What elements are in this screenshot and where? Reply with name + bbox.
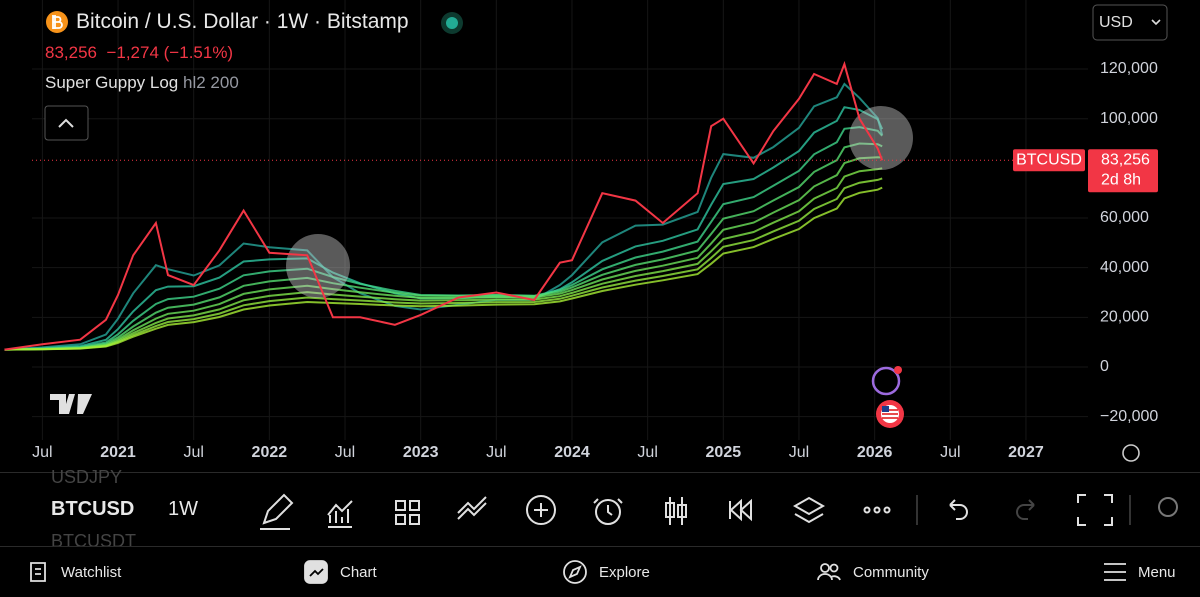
currency: USD [1099, 14, 1133, 31]
nav-explore[interactable]: Explore [599, 547, 650, 597]
prev-symbol[interactable]: USDJPY [51, 467, 123, 487]
guppy-line [4, 186, 883, 351]
x-tick-label: Jul [32, 444, 52, 461]
x-tick-label: 2021 [100, 444, 136, 461]
tool-icons [260, 493, 1178, 530]
x-tick-label: Jul [940, 444, 960, 461]
flag-canton [882, 406, 889, 412]
y-tick-label: 0 [1100, 358, 1109, 375]
y-tick-label: 60,000 [1100, 209, 1149, 226]
symbol[interactable]: BTCUSD [51, 498, 135, 520]
nav-label: Community [853, 563, 929, 581]
guppy-line [4, 142, 883, 351]
indicator-params: hl2 200 [183, 73, 239, 92]
x-tick-label: 2023 [403, 444, 439, 461]
highlight-circle [286, 234, 350, 298]
x-tick-label: 2026 [857, 444, 893, 461]
guppy-line [4, 106, 884, 351]
chevron-icon [58, 118, 74, 128]
price-tag-label: 83,256 [1101, 151, 1150, 168]
chart: USD 120,000 100,000 60,000 40,000 20,000 0 −20… [4, 0, 1168, 462]
last-price: 83,256 [45, 43, 97, 62]
highlight-circle [849, 106, 913, 170]
draw-icon[interactable] [260, 493, 294, 530]
x-tick-label: Jul [486, 444, 506, 461]
y-tick-label: 120,000 [1100, 60, 1158, 77]
ideas-icon[interactable] [1158, 497, 1178, 517]
y-tick-label: −20,000 [1100, 408, 1158, 425]
ai-icon[interactable] [871, 366, 901, 396]
guppy-line [4, 167, 883, 351]
redo-icon [1016, 499, 1035, 520]
nav-watchlist[interactable]: Watchlist [61, 547, 121, 597]
x-tick-label: Jul [789, 444, 809, 461]
symbol-tag-label: BTCUSD [1016, 151, 1082, 168]
market-status [446, 17, 458, 29]
x-tick-label: 2025 [706, 444, 742, 461]
y-tick-label: 40,000 [1100, 259, 1149, 276]
indicators-icon[interactable] [327, 500, 353, 528]
x-tick-label: Jul [637, 444, 657, 461]
symbol-tag [1013, 149, 1085, 172]
quote: 83,256 −1,274 (−1.51%) [45, 43, 233, 63]
add-icon[interactable] [526, 495, 556, 525]
fullscreen-icon[interactable] [1077, 494, 1113, 526]
toolbar: USDJPY BTCUSD 1W BTCUSDT [0, 467, 1200, 551]
x-tick-label: 2022 [252, 444, 288, 461]
bitcoin-glyph [52, 15, 63, 29]
settings-icon[interactable] [1122, 444, 1140, 462]
alert-icon[interactable] [595, 499, 621, 525]
replay-icon[interactable] [729, 498, 752, 522]
watchlist-icon [30, 562, 46, 582]
indicator-legend: Super Guppy Log hl2 200 [45, 73, 239, 93]
countdown: 2d 8h [1101, 171, 1141, 188]
nav-label: Explore [599, 563, 650, 581]
compare-icon[interactable] [457, 496, 487, 520]
y-tick-label: 100,000 [1100, 110, 1158, 127]
nav-label: Chart [340, 563, 377, 581]
nav-community[interactable]: Community [853, 547, 929, 597]
x-tick-label: 2024 [554, 444, 590, 461]
nav-menu[interactable]: Menu [1138, 547, 1176, 597]
currency-select[interactable] [1092, 4, 1168, 41]
tradingview-logo [50, 394, 92, 414]
price-line [4, 60, 884, 351]
price-change: −1,274 (−1.51%) [106, 43, 234, 62]
interval[interactable]: 1W [168, 498, 198, 520]
price-tag [1088, 149, 1158, 193]
guppy-line [4, 156, 883, 351]
nav-chart[interactable]: Chart [340, 547, 377, 597]
collapse-button[interactable] [44, 105, 89, 141]
x-tick-label: Jul [183, 444, 203, 461]
undo-icon[interactable] [949, 499, 968, 520]
bottom-nav: Watchlist Chart Explore Community Menu [0, 546, 1200, 597]
nav-label: Watchlist [61, 563, 122, 581]
guppy-line [4, 177, 883, 351]
x-tick-label: Jul [335, 444, 355, 461]
nav-label: Menu [1138, 563, 1176, 581]
indicator-name: Super Guppy Log [45, 73, 179, 92]
community-icon [820, 563, 830, 573]
y-tick-label: 20,000 [1100, 309, 1149, 326]
layers-icon[interactable] [792, 496, 826, 524]
explore-icon [563, 560, 587, 584]
layout-icon[interactable] [395, 500, 420, 525]
nav-icons [30, 560, 1126, 584]
symbol-title: Bitcoin / U.S. Dollar · 1W · Bitstamp [76, 10, 409, 33]
dropdown-icon [1151, 19, 1161, 26]
x-tick-label: 2027 [1008, 444, 1044, 461]
candles-icon[interactable] [665, 497, 687, 525]
menu-icon [1104, 563, 1126, 581]
ai-badge [894, 366, 902, 374]
